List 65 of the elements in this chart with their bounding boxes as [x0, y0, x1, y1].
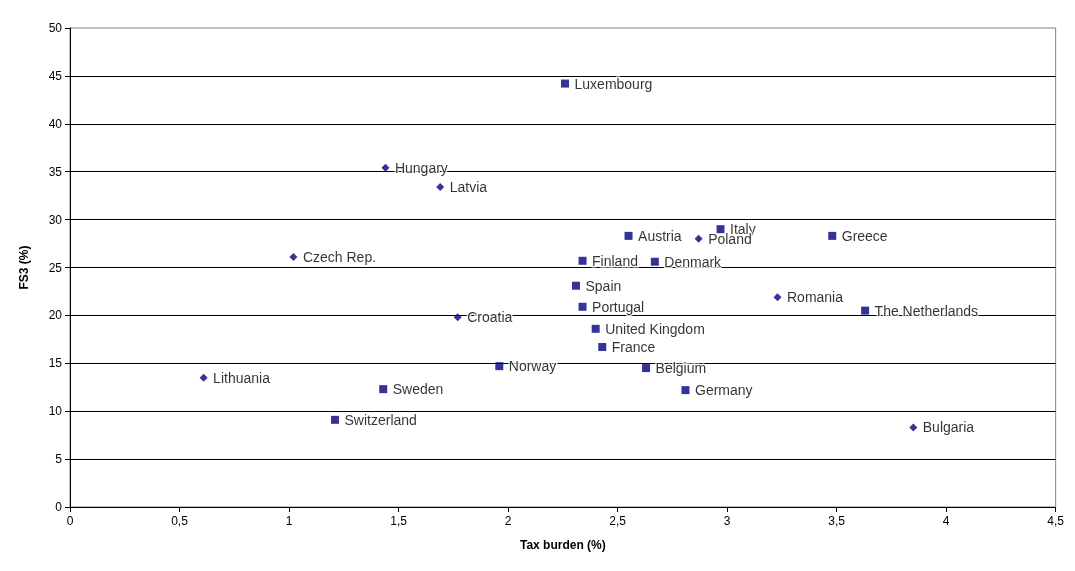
x-tick-label: 4,5: [1047, 514, 1065, 528]
x-tick-label: 1,5: [390, 514, 408, 528]
y-tick-label: 10: [48, 404, 63, 419]
annotation: Germany: [694, 382, 753, 399]
point: [453, 313, 462, 322]
y-tick-label: 35: [48, 164, 63, 179]
point: [578, 302, 587, 311]
annotation: Bulgaria: [922, 419, 975, 436]
annotation: Denmark: [664, 253, 723, 270]
annotation: Greece: [841, 227, 888, 244]
point: [495, 362, 504, 371]
point: [909, 423, 918, 432]
point: [650, 257, 659, 266]
point: [591, 324, 600, 333]
point: [289, 252, 298, 261]
y-tick-label: 30: [48, 212, 63, 227]
point: [379, 385, 388, 394]
point: [642, 364, 651, 373]
annotation: Romania: [786, 289, 844, 306]
x-tick-label: 0: [66, 514, 74, 528]
x-axis-title: Tax burden (%): [519, 538, 606, 552]
annotation: Luxembourg: [574, 75, 653, 92]
y-tick-label: 25: [48, 260, 63, 275]
y-tick-label: 40: [48, 116, 63, 131]
point: [331, 415, 340, 424]
x-tick-label: 2,5: [609, 514, 627, 528]
y-tick-label: 0: [55, 500, 63, 514]
annotation: Spain: [585, 277, 622, 294]
annotation: France: [611, 339, 656, 356]
point: [828, 231, 837, 240]
point: [694, 234, 703, 243]
point: [578, 256, 587, 265]
annotation: Lithuania: [213, 369, 271, 386]
point: [199, 373, 208, 382]
annotation: Switzerland: [344, 411, 417, 428]
x-tick-label: 0,5: [171, 514, 189, 528]
x-tick-label: 4: [942, 514, 950, 528]
point: [381, 163, 390, 172]
annotation: Portugal: [592, 298, 645, 315]
annotation: The Netherlands: [874, 302, 979, 319]
point: [561, 79, 570, 88]
annotation: United Kingdom: [605, 320, 705, 337]
point: [571, 281, 580, 290]
point: [624, 231, 633, 240]
annotation: Czech Rep.: [302, 248, 377, 265]
x-tick-label: 1: [285, 514, 293, 528]
annotation: Finland: [592, 252, 638, 269]
y-tick-label: 15: [48, 356, 63, 371]
y-axis-title: FS3 (%): [17, 245, 31, 290]
x-tick-label: 3: [723, 514, 731, 528]
point: [598, 343, 607, 352]
y-tick-label: 45: [48, 68, 63, 83]
y-tick-label: 50: [48, 21, 63, 35]
x-tick-label: 2: [504, 514, 512, 528]
annotation: Austria: [638, 227, 682, 244]
point: [681, 386, 690, 395]
y-tick-label: 20: [48, 308, 63, 323]
y-tick-label: 5: [55, 452, 63, 467]
point: [773, 293, 782, 302]
x-tick-label: 3,5: [828, 514, 846, 528]
point: [861, 306, 870, 315]
annotation: Belgium: [655, 360, 707, 377]
annotation: Sweden: [392, 381, 444, 398]
annotation: Latvia: [449, 179, 488, 196]
point: [436, 183, 445, 192]
